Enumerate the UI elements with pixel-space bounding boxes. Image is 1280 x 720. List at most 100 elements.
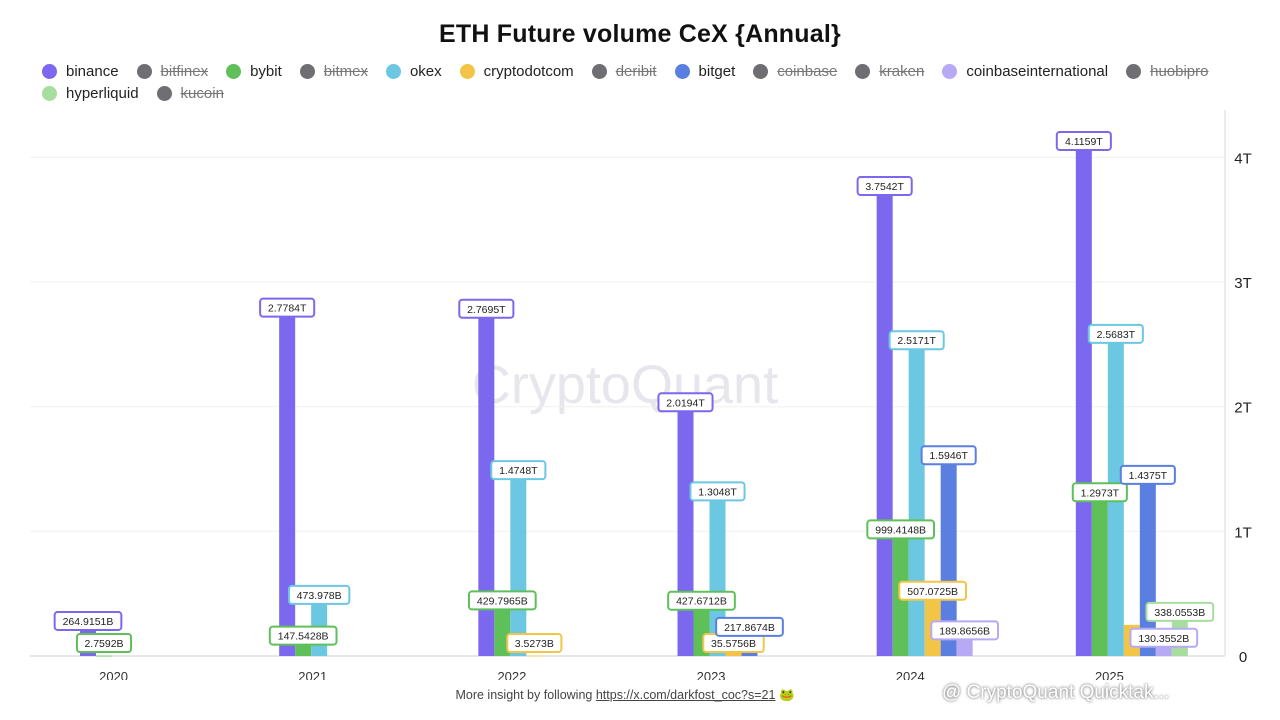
data-label-box — [930, 620, 1000, 641]
legend-dot-icon — [1126, 63, 1142, 79]
corner-watermark: @ CryptoQuant Quicktak... — [942, 682, 1170, 703]
bar-bitget-2024 — [940, 457, 957, 656]
legend-item-hyperliquid[interactable]: hyperliquid — [42, 82, 139, 104]
bar-binance-2021 — [279, 309, 296, 656]
data-label: 2.7784T — [259, 297, 316, 318]
data-label-box — [506, 633, 563, 653]
data-label: 35.5756B — [702, 633, 765, 653]
x-tick-label: 2023 — [697, 669, 726, 680]
legend-label: kucoin — [180, 84, 224, 102]
data-label-text: 2.5171T — [897, 335, 936, 347]
data-label-box — [1087, 323, 1144, 344]
legend-item-kucoin[interactable]: kucoin — [156, 82, 224, 104]
data-label-text: 3.7542T — [865, 181, 904, 193]
data-label-box — [458, 298, 515, 319]
data-label-box — [259, 297, 316, 318]
data-label-text: 2.7592B — [84, 638, 123, 650]
legend-dot-icon — [942, 63, 958, 79]
x-tick-label: 2021 — [298, 669, 327, 680]
chart-watermark: CryptoQuant — [472, 355, 778, 415]
legend-dot-icon — [674, 63, 690, 79]
legend-dot-icon — [591, 63, 607, 79]
chart-title: ETH Future volume CeX {Annual} — [439, 20, 841, 48]
data-label: 1.5946T — [920, 445, 977, 466]
data-label-text: 1.4748T — [499, 465, 538, 477]
x-tick-label: 2025 — [1095, 669, 1124, 680]
data-label-text: 2.7784T — [268, 303, 307, 315]
bar-binance-2022 — [478, 310, 495, 656]
bar-binance-2023 — [677, 404, 694, 656]
data-label-text: 35.5756B — [711, 638, 756, 650]
data-label-box — [1071, 482, 1128, 503]
legend-item-cryptodotcom[interactable]: cryptodotcom — [459, 60, 574, 82]
legend-label: bitfinex — [160, 62, 209, 80]
data-label-box — [657, 392, 714, 413]
footer-link[interactable]: https://x.com/darkfost_coc?s=21 — [595, 688, 776, 702]
legend-item-okex[interactable]: okex — [385, 60, 442, 82]
bar-okex-2024 — [908, 342, 925, 656]
legend-item-bitget[interactable]: bitget — [674, 60, 736, 82]
y-tick-label: 4T — [1234, 150, 1252, 167]
footer: More insight by following https://x.com/… — [0, 688, 1250, 703]
data-label-box — [268, 625, 338, 646]
legend-item-bitmex[interactable]: bitmex — [299, 60, 368, 82]
data-label-text: 130.3552B — [1138, 633, 1189, 645]
data-label: 3.7542T — [856, 176, 913, 197]
legend-item-bybit[interactable]: bybit — [226, 60, 282, 82]
legend-label: kraken — [879, 62, 925, 80]
data-label-box — [1055, 130, 1112, 151]
legend-item-coinbaseinternational[interactable]: coinbaseinternational — [942, 60, 1108, 82]
legend-dot-icon — [156, 85, 172, 101]
data-label-box — [75, 633, 133, 653]
data-label: 507.0725B — [898, 580, 968, 601]
legend-item-binance[interactable]: binance — [42, 60, 119, 82]
legend-label: bitmex — [323, 62, 368, 80]
data-label-text: 3.5273B — [515, 638, 554, 650]
legend-dot-icon — [42, 63, 57, 79]
data-label-box — [715, 616, 784, 637]
data-label-box — [467, 590, 537, 611]
data-label-box — [1145, 601, 1215, 622]
chart-legend: binance bitfinex bybit bitmex okex cryptodotc… — [42, 60, 1262, 104]
y-tick-label: 3T — [1234, 275, 1252, 292]
data-label-text: 429.7965B — [477, 595, 528, 607]
data-label-text: 1.5946T — [929, 450, 968, 462]
data-label-box — [856, 176, 913, 197]
data-label-box — [667, 590, 736, 611]
x-tick-label: 2020 — [99, 669, 128, 680]
legend-item-coinbase[interactable]: coinbase — [753, 60, 837, 82]
legend-item-bitfinex[interactable]: bitfinex — [136, 60, 209, 82]
legend-label: deribit — [615, 62, 657, 80]
data-label: 1.2973T — [1071, 482, 1128, 503]
legend-dot-icon — [136, 63, 152, 79]
data-label-text: 2.5683T — [1097, 329, 1136, 341]
y-tick-label: 2T — [1234, 400, 1252, 417]
data-label: 2.5171T — [888, 330, 945, 351]
bar-okex-2022 — [510, 472, 527, 656]
data-label-text: 189.8656B — [939, 625, 990, 637]
data-label: 427.6712B — [667, 590, 736, 611]
bar-okex-2023 — [709, 493, 726, 656]
legend-dot-icon — [855, 63, 871, 79]
data-label: 429.7965B — [467, 590, 537, 611]
data-label: 4.1159T — [1055, 130, 1112, 151]
legend-label: bitget — [698, 62, 736, 80]
data-label: 147.5428B — [268, 625, 338, 646]
data-label: 473.978B — [287, 584, 351, 605]
legend-item-huobipro[interactable]: huobipro — [1126, 60, 1209, 82]
legend-label: binance — [66, 62, 119, 80]
data-label: 999.4148B — [866, 519, 936, 540]
data-label-text: 217.8674B — [724, 622, 775, 634]
data-label: 189.8656B — [930, 620, 1000, 641]
legend-item-kraken[interactable]: kraken — [855, 60, 924, 82]
data-label-text: 427.6712B — [676, 596, 727, 608]
data-label-box — [287, 584, 351, 605]
legend-dot-icon — [42, 85, 57, 101]
legend-dot-icon — [459, 63, 475, 79]
y-tick-label: 0 — [1239, 649, 1247, 666]
legend-dot-icon — [385, 63, 401, 79]
legend-item-deribit[interactable]: deribit — [591, 60, 657, 82]
data-label: 217.8674B — [715, 616, 784, 637]
legend-dot-icon — [299, 63, 315, 79]
chart-plot: CryptoQuant 0 1T 2T 3T 4T 2020 2021 2022 2023 2024… — [30, 110, 1252, 680]
